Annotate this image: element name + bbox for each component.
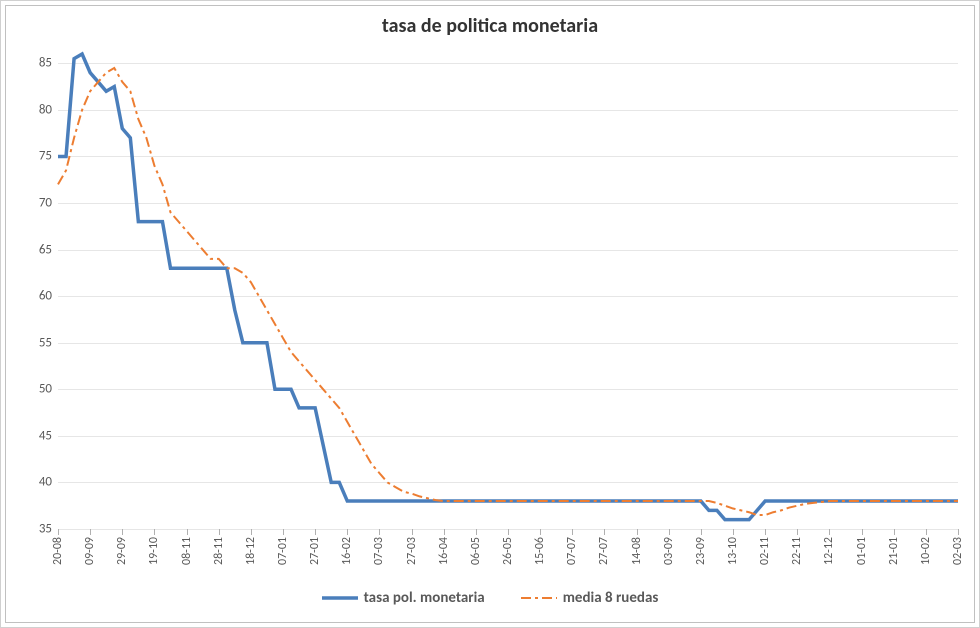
x-axis-label: 27-01	[308, 537, 322, 565]
x-axis-label: 02-03	[951, 537, 965, 565]
x-axis-label: 12-12	[822, 537, 836, 565]
y-axis-label: 75	[39, 149, 52, 164]
x-tick	[637, 529, 638, 535]
x-tick	[187, 529, 188, 535]
x-tick	[926, 529, 927, 535]
x-tick	[540, 529, 541, 535]
x-tick	[90, 529, 91, 535]
x-axis-label: 14-08	[630, 537, 644, 565]
x-tick	[733, 529, 734, 535]
x-tick	[765, 529, 766, 535]
x-axis-label: 03-09	[662, 537, 676, 565]
x-tick	[412, 529, 413, 535]
y-axis-label: 60	[39, 289, 52, 304]
series-line-0	[58, 54, 958, 520]
x-tick	[829, 529, 830, 535]
y-axis-label: 35	[39, 522, 52, 537]
x-axis-label: 01-01	[855, 537, 869, 565]
x-axis-label: 10-02	[919, 537, 933, 565]
y-axis-label: 80	[39, 102, 52, 117]
y-axis-label: 70	[39, 196, 52, 211]
x-tick	[315, 529, 316, 535]
series-line-1	[58, 68, 958, 515]
plot-area: 354045505560657075808520-0809-0929-0919-…	[58, 54, 958, 530]
legend-item-1: media 8 ruedas	[521, 589, 659, 607]
x-tick	[572, 529, 573, 535]
y-axis-label: 50	[39, 382, 52, 397]
legend-swatch	[521, 591, 557, 605]
x-axis-label: 27-03	[405, 537, 419, 565]
x-tick	[604, 529, 605, 535]
x-axis-label: 16-02	[340, 537, 354, 565]
x-axis-label: 22-11	[790, 537, 804, 565]
x-axis-label: 21-01	[887, 537, 901, 565]
x-axis-label: 29-09	[115, 537, 129, 565]
x-axis-label: 28-11	[212, 537, 226, 565]
y-axis-label: 85	[39, 56, 52, 71]
x-axis-label: 07-07	[565, 537, 579, 565]
x-axis-label: 19-10	[147, 537, 161, 565]
chart-container: tasa de politica monetaria 3540455055606…	[0, 0, 980, 628]
x-tick	[958, 529, 959, 535]
x-tick	[669, 529, 670, 535]
chart-inner: tasa de politica monetaria 3540455055606…	[5, 5, 975, 623]
x-tick	[862, 529, 863, 535]
x-tick	[476, 529, 477, 535]
x-tick	[379, 529, 380, 535]
x-tick	[251, 529, 252, 535]
x-axis-label: 13-10	[726, 537, 740, 565]
x-axis-label: 09-09	[83, 537, 97, 565]
x-axis-label: 06-05	[469, 537, 483, 565]
x-tick	[219, 529, 220, 535]
legend-label: tasa pol. monetaria	[364, 589, 485, 607]
y-axis-label: 55	[39, 335, 52, 350]
chart-title: tasa de politica monetaria	[6, 14, 974, 38]
x-tick	[347, 529, 348, 535]
series-svg	[58, 54, 958, 529]
x-tick	[283, 529, 284, 535]
x-axis-label: 07-01	[276, 537, 290, 565]
x-axis-label: 23-09	[694, 537, 708, 565]
legend-item-0: tasa pol. monetaria	[322, 589, 485, 607]
x-tick	[701, 529, 702, 535]
legend: tasa pol. monetaria media 8 ruedas	[6, 589, 974, 610]
x-axis-label: 18-12	[244, 537, 258, 565]
x-tick	[122, 529, 123, 535]
x-axis-label: 02-11	[758, 537, 772, 565]
x-tick	[894, 529, 895, 535]
x-axis-label: 07-03	[372, 537, 386, 565]
x-axis-label: 20-08	[51, 537, 65, 565]
x-tick	[58, 529, 59, 535]
x-tick	[444, 529, 445, 535]
y-axis-label: 45	[39, 428, 52, 443]
x-axis-label: 27-07	[597, 537, 611, 565]
x-axis-label: 16-04	[437, 537, 451, 565]
x-tick	[508, 529, 509, 535]
x-axis-label: 15-06	[533, 537, 547, 565]
y-axis-label: 65	[39, 242, 52, 257]
x-tick	[154, 529, 155, 535]
y-axis-label: 40	[39, 475, 52, 490]
x-axis-label: 26-05	[501, 537, 515, 565]
x-axis-label: 08-11	[180, 537, 194, 565]
legend-swatch	[322, 591, 358, 605]
legend-label: media 8 ruedas	[563, 589, 659, 607]
x-tick	[797, 529, 798, 535]
